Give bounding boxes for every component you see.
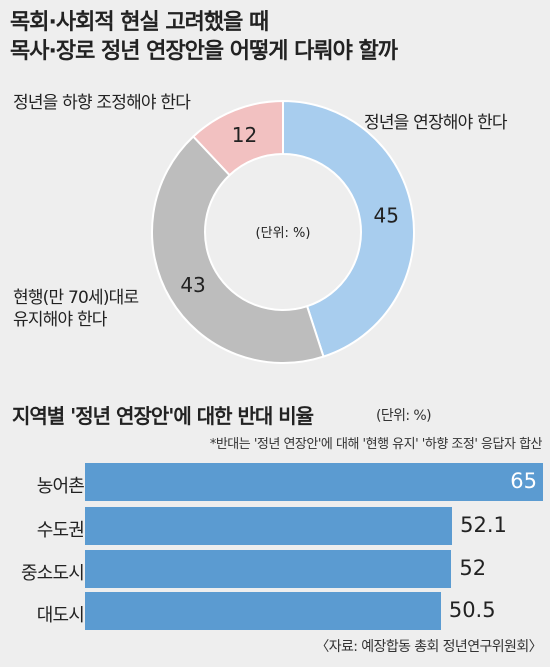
bar-value-label: 50.5 [448,598,496,622]
slice-value-reduce: 12 [232,123,257,147]
bar-value-label: 52.1 [460,513,507,537]
bar-row-capital: 수도권 52.1 [0,507,550,545]
bar [85,507,453,545]
bar-row-bigcity: 대도시 50.5 [0,592,550,630]
bar-value-label: 65 [510,469,537,493]
bar-category-label: 중소도시 [20,563,85,584]
slice-reduce [191,99,284,177]
bar [85,550,452,588]
bar [85,463,543,501]
bar-value-label: 52 [459,556,487,580]
slice-value-extend: 45 [373,204,398,228]
slice-label-maintain: 현행(만 70세)대로 유지해야 한다 [13,288,139,330]
bar-row-midcity: 중소도시 52 [0,550,550,588]
title-line-2: 목사·장로 정년 연장안을 어떻게 다뤄야 할까 [10,39,398,64]
donut-unit-label: (단위: %) [256,226,311,241]
slice-maintain [151,135,325,364]
bar-chart-title: 지역별 '정년 연장안'에 대한 반대 비율 [12,404,314,428]
bar [85,592,441,630]
slice-label-reduce: 정년을 하향 조정해야 한다 [13,93,191,113]
bar-chart-unit: (단위: %) [376,408,432,424]
source-credit: 〈자료: 예장합동 총회 정년연구위원회〉 [315,639,542,655]
bar-category-label: 대도시 [36,605,85,626]
bar-chart-note: *반대는 '정년 연장안'에 대해 '현행 유지' '하향 조정' 응답자 합산 [209,437,543,452]
bar-row-rural: 농어촌 65 [0,463,550,501]
slice-extend [282,99,415,358]
bar-category-label: 농어촌 [36,476,85,497]
donut-svg: 45 43 12 (단위: %) [151,99,415,364]
chart-title: 목회·사회적 현실 고려했을 때 목사·장로 정년 연장안을 어떻게 다뤄야 할… [10,8,545,66]
slice-label-extend: 정년을 연장해야 한다 [364,113,508,133]
slice-value-maintain: 43 [180,273,205,297]
donut-chart: 45 43 12 (단위: %) 정년을 하향 조정해야 한다 정년을 연장해야 한다… [13,93,508,364]
bar-category-label: 수도권 [36,520,85,541]
title-line-1: 목회·사회적 현실 고려했을 때 [10,10,269,35]
